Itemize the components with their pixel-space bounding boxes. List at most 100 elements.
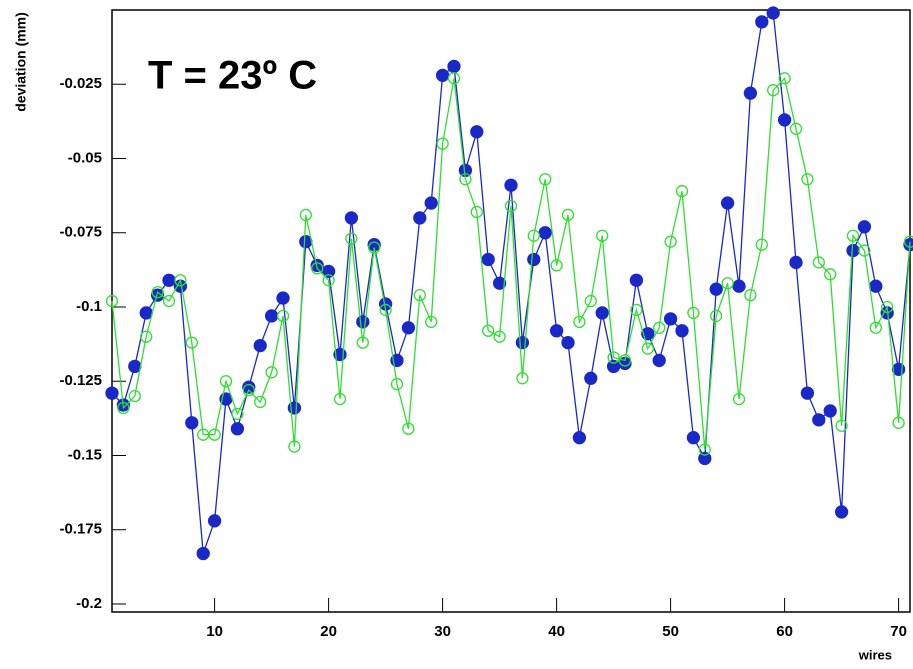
data-point: [516, 372, 529, 385]
data-point: [720, 196, 735, 210]
data-point: [208, 428, 221, 441]
data-point: [139, 306, 153, 320]
data-point: [755, 15, 769, 29]
data-point: [834, 505, 849, 519]
data-point: [492, 276, 507, 290]
data-point: [653, 321, 666, 334]
data-point: [732, 392, 746, 406]
data-point: [801, 173, 814, 186]
x-tick-label: 10: [206, 623, 223, 640]
data-point: [254, 395, 267, 409]
data-point: [368, 241, 381, 254]
data-point: [128, 389, 141, 403]
data-point: [709, 282, 723, 296]
data-point: [504, 199, 518, 213]
data-point: [618, 356, 632, 371]
data-point: [538, 226, 552, 240]
data-point: [242, 383, 255, 397]
data-point: [162, 294, 176, 308]
data-point: [230, 422, 245, 436]
data-point: [800, 386, 815, 400]
data-point: [390, 378, 404, 391]
data-point: [413, 288, 426, 302]
y-tick-label: -0.025: [59, 75, 102, 92]
data-point: [812, 256, 825, 269]
data-point: [276, 309, 290, 323]
x-tick-label: 40: [548, 623, 565, 640]
data-point: [425, 315, 438, 328]
data-point: [618, 354, 632, 367]
data-point: [185, 336, 198, 349]
data-point: [766, 6, 780, 20]
data-point: [584, 294, 597, 308]
x-tick-label: 70: [890, 623, 907, 640]
data-point: [881, 300, 894, 314]
data-point: [641, 342, 654, 355]
data-point: [550, 259, 563, 272]
data-point: [663, 312, 678, 326]
data-point: [767, 84, 780, 97]
data-point: [561, 335, 575, 350]
x-tick-label: 60: [776, 623, 793, 640]
data-point: [128, 359, 142, 374]
data-point: [527, 229, 540, 242]
data-point: [253, 338, 267, 353]
data-point: [231, 407, 244, 421]
data-point: [755, 238, 768, 251]
data-point: [265, 366, 278, 379]
x-tick-label: 30: [434, 623, 451, 640]
data-point: [140, 330, 153, 343]
data-point: [482, 324, 495, 337]
annotation: T = 23º C: [148, 54, 317, 98]
data-point: [105, 294, 119, 308]
data-point: [207, 514, 222, 528]
data-point: [687, 306, 700, 320]
data-point: [174, 274, 187, 287]
data-point: [721, 277, 734, 290]
plot-frame: [111, 9, 911, 613]
data-point: [857, 220, 872, 234]
data-point: [629, 273, 644, 287]
data-point: [675, 324, 689, 338]
data-point: [150, 288, 165, 302]
data-point: [288, 440, 301, 453]
data-point: [162, 273, 176, 287]
data-point: [664, 235, 677, 248]
data-point: [789, 122, 803, 135]
data-point: [869, 279, 883, 293]
data-point: [470, 205, 483, 219]
data-point: [607, 351, 620, 364]
data-point: [196, 546, 210, 561]
data-point: [276, 291, 290, 305]
data-point: [903, 235, 913, 248]
data-point: [402, 422, 415, 435]
data-point: [573, 315, 586, 328]
data-point: [686, 431, 701, 445]
data-point: [311, 262, 324, 275]
data-point: [379, 303, 392, 317]
data-point: [789, 255, 803, 270]
y-tick-label: -0.2: [76, 595, 102, 612]
data-point: [344, 211, 359, 225]
x-axis-label: wires: [858, 647, 892, 662]
data-point: [777, 113, 792, 127]
data-point: [322, 274, 335, 287]
x-tick-label: 20: [320, 623, 337, 640]
data-point: [698, 451, 712, 466]
data-point: [436, 137, 449, 150]
data-point: [151, 285, 164, 299]
data-point: [539, 173, 552, 186]
data-point: [858, 244, 871, 257]
data-point: [401, 321, 416, 335]
data-point: [356, 336, 369, 349]
y-tick-label: -0.125: [59, 372, 102, 389]
data-point: [572, 431, 587, 445]
data-point: [824, 268, 837, 281]
data-point: [549, 324, 564, 338]
y-axis-label: deviation (mm): [13, 12, 29, 112]
data-point: [675, 185, 689, 198]
data-point: [846, 229, 860, 242]
data-point: [435, 68, 450, 82]
data-point: [333, 392, 347, 406]
